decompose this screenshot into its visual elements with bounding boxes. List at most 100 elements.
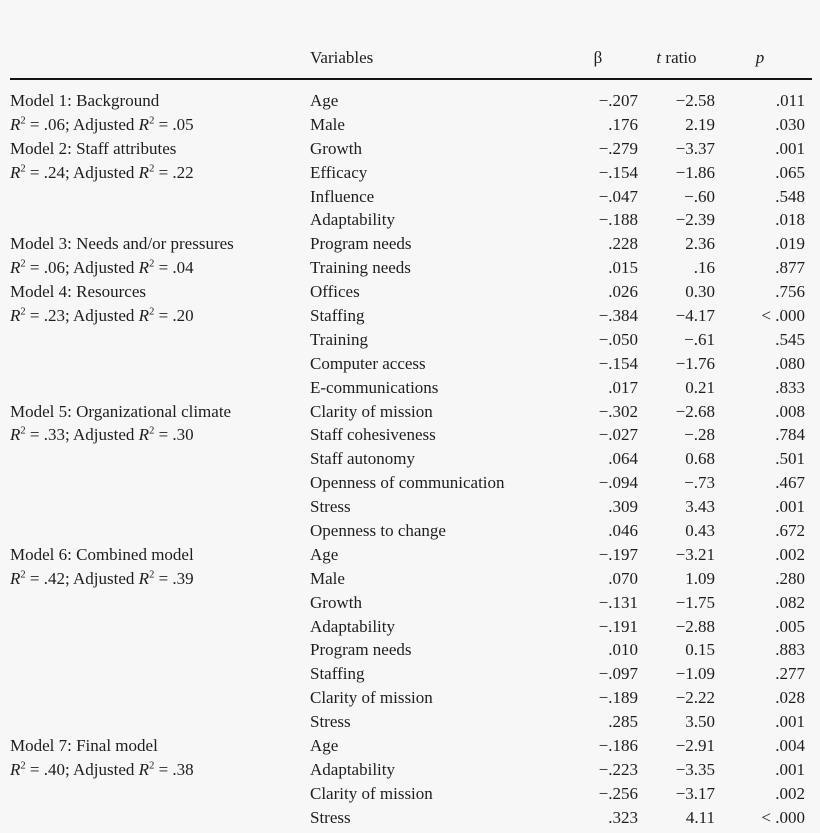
beta-value-cell: .070: [608, 568, 638, 588]
model-label-cell: [10, 686, 310, 710]
model-label-cell: [10, 782, 310, 806]
p-value-cell: .002: [775, 783, 805, 803]
beta-value-cell: .064: [608, 449, 638, 469]
model-label-cell: [10, 615, 310, 639]
p-value-cell: .004: [775, 736, 805, 756]
variable-cell: Program needs: [310, 640, 412, 660]
beta-value-cell: −.207: [598, 91, 638, 110]
column-header-t-ratio: t ratio: [656, 48, 697, 67]
p-value-cell: .467: [775, 473, 805, 493]
table-row: E-communications .017 0.21 .833: [10, 376, 812, 400]
t-ratio-value-cell: 1.09: [685, 568, 715, 588]
table-row: R2 = .33; Adjusted R2 = .30 Staff cohesi…: [10, 423, 812, 447]
beta-value-cell: −.047: [598, 186, 638, 206]
column-header-p: p: [755, 48, 765, 67]
table-row: Staff autonomy .064 0.68 .501: [10, 447, 812, 471]
model-label-cell: R2 = .40; Adjusted R2 = .38: [10, 759, 194, 779]
model-label-cell: [10, 447, 310, 471]
table-row: Adaptability −.188 −2.39 .018: [10, 208, 812, 232]
beta-value-cell: −.188: [598, 210, 638, 230]
variable-cell: Influence: [310, 186, 375, 206]
t-ratio-value-cell: 0.43: [685, 521, 715, 541]
variable-cell: Openness of communication: [310, 473, 505, 493]
p-value-cell: < .000: [761, 807, 805, 827]
p-value-cell: .018: [775, 210, 805, 230]
beta-value-cell: −.186: [598, 736, 638, 756]
t-ratio-value-cell: −2.39: [675, 210, 715, 230]
t-ratio-value-cell: −3.21: [675, 544, 715, 564]
beta-value-cell: .285: [608, 712, 638, 732]
table-row: R2 = .06; Adjusted R2 = .04 Training nee…: [10, 256, 812, 280]
p-value-cell: .756: [775, 282, 805, 302]
model-label-cell: [10, 352, 310, 376]
beta-value-cell: −.256: [598, 783, 638, 803]
variable-cell: Staffing: [310, 664, 365, 684]
beta-value-cell: −.197: [598, 544, 638, 564]
t-ratio-value-cell: −3.37: [675, 138, 715, 158]
t-ratio-value-cell: 3.50: [685, 712, 715, 732]
t-ratio-value-cell: −4.17: [675, 306, 715, 326]
table-row: Model 4: Resources Offices .026 0.30 .75…: [10, 280, 812, 304]
table-row: Openness of communication −.094 −.73 .46…: [10, 471, 812, 495]
table-row: Staffing −.097 −1.09 .277: [10, 662, 812, 686]
p-value-cell: .001: [775, 138, 805, 158]
table-row: R2 = .40; Adjusted R2 = .38 Adaptability…: [10, 758, 812, 782]
p-value-cell: .005: [775, 616, 805, 636]
variable-cell: Staff autonomy: [310, 449, 415, 469]
table-body: Model 1: Background Age −.207 −2.58 .011…: [10, 80, 812, 830]
variable-cell: Adaptability: [310, 210, 395, 230]
p-value-cell: .065: [775, 162, 805, 182]
beta-value-cell: −.384: [598, 306, 638, 326]
p-value-cell: .082: [775, 592, 805, 612]
table-row: Stress .309 3.43 .001: [10, 495, 812, 519]
beta-value-cell: −.131: [598, 592, 638, 612]
t-ratio-value-cell: 0.30: [685, 282, 715, 302]
model-label-cell: Model 5: Organizational climate: [10, 401, 232, 421]
beta-value-cell: .309: [608, 497, 638, 517]
t-ratio-value-cell: 4.11: [685, 807, 715, 827]
table-row: Training −.050 −.61 .545: [10, 328, 812, 352]
t-ratio-value-cell: −.60: [684, 186, 715, 206]
table-row: Stress .323 4.11 < .000: [10, 806, 812, 830]
variable-cell: Stress: [310, 497, 351, 517]
t-ratio-value-cell: 3.43: [685, 497, 715, 517]
table-row: R2 = .24; Adjusted R2 = .22 Efficacy −.1…: [10, 161, 812, 185]
model-label-cell: Model 1: Background: [10, 91, 160, 110]
p-value-cell: .672: [775, 521, 805, 541]
beta-value-cell: −.302: [598, 401, 638, 421]
beta-value-cell: .010: [608, 640, 638, 660]
model-label-cell: R2 = .24; Adjusted R2 = .22: [10, 162, 194, 182]
variable-cell: Growth: [310, 592, 362, 612]
t-ratio-value-cell: −2.22: [675, 688, 715, 708]
p-value-cell: .277: [775, 664, 805, 684]
p-value-cell: .548: [775, 186, 805, 206]
table-row: Program needs .010 0.15 .883: [10, 638, 812, 662]
t-ratio-value-cell: −2.88: [675, 616, 715, 636]
beta-value-cell: −.279: [598, 138, 638, 158]
model-label-cell: Model 2: Staff attributes: [10, 138, 177, 158]
table-row: R2 = .06; Adjusted R2 = .05 Male .176 2.…: [10, 113, 812, 137]
variable-cell: Stress: [310, 807, 351, 827]
model-label-cell: R2 = .33; Adjusted R2 = .30: [10, 425, 194, 445]
model-label-cell: [10, 185, 310, 209]
variable-cell: Program needs: [310, 234, 412, 254]
variable-cell: Growth: [310, 138, 362, 158]
model-label-cell: [10, 208, 310, 232]
model-label-cell: [10, 638, 310, 662]
variable-cell: Clarity of mission: [310, 783, 433, 803]
beta-value-cell: −.027: [598, 425, 638, 445]
column-header-variables: Variables: [310, 48, 374, 67]
table-row: R2 = .42; Adjusted R2 = .39 Male .070 1.…: [10, 567, 812, 591]
t-ratio-value-cell: 0.21: [685, 377, 715, 397]
p-value-cell: < .000: [761, 306, 805, 326]
beta-value-cell: −.154: [598, 353, 638, 373]
model-label-cell: [10, 328, 310, 352]
t-ratio-value-cell: 0.68: [685, 449, 715, 469]
model-label-cell: Model 7: Final model: [10, 736, 158, 756]
model-label-cell: [10, 710, 310, 734]
p-value-cell: .011: [775, 91, 805, 110]
t-ratio-value-cell: 2.36: [685, 234, 715, 254]
beta-value-cell: −.050: [598, 329, 638, 349]
table-row: Model 1: Background Age −.207 −2.58 .011: [10, 89, 812, 113]
t-ratio-value-cell: −1.75: [675, 592, 715, 612]
